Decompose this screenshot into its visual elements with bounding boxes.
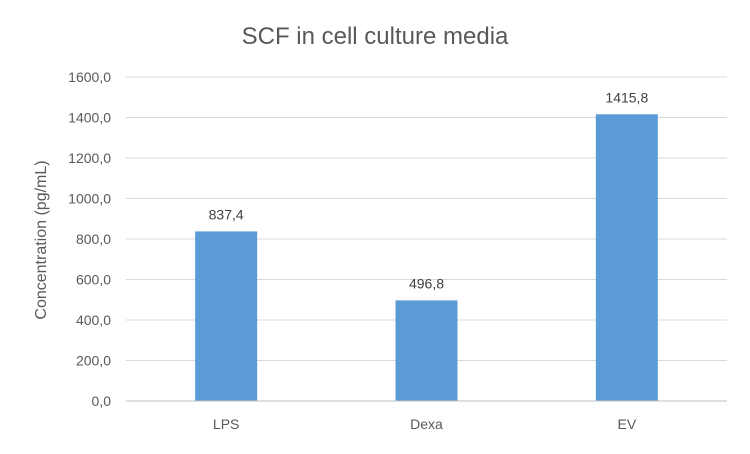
chart-title: SCF in cell culture media: [242, 23, 509, 50]
bar-ev: [595, 114, 658, 401]
y-tick-label: 400,0: [76, 312, 111, 328]
data-labels: 837,4 496,8 1415,8: [209, 89, 649, 291]
x-tick-label: Dexa: [410, 416, 443, 432]
y-tick-label: 1200,0: [68, 150, 111, 166]
y-tick-label: 1600,0: [68, 69, 111, 85]
bar-dexa: [395, 300, 458, 401]
x-tick-label: EV: [617, 416, 636, 432]
y-tick-label: 600,0: [76, 272, 111, 288]
y-tick-label: 200,0: [76, 353, 111, 369]
data-label: 837,4: [209, 206, 244, 222]
data-label: 496,8: [409, 275, 444, 291]
y-tick-label: 1400,0: [68, 110, 111, 126]
x-axis-ticks: LPS Dexa EV: [213, 416, 637, 432]
bar-lps: [195, 231, 258, 401]
y-tick-label: 800,0: [76, 231, 111, 247]
y-axis-label: Concentration (pg/mL): [33, 160, 50, 319]
y-tick-label: 0,0: [92, 393, 112, 409]
bars: [195, 114, 658, 401]
y-tick-label: 1000,0: [68, 191, 111, 207]
data-label: 1415,8: [605, 89, 648, 105]
y-axis-ticks: 0,0 200,0 400,0 600,0 800,0 1000,0 1200,0 1400,…: [68, 69, 111, 409]
x-tick-label: LPS: [213, 416, 239, 432]
